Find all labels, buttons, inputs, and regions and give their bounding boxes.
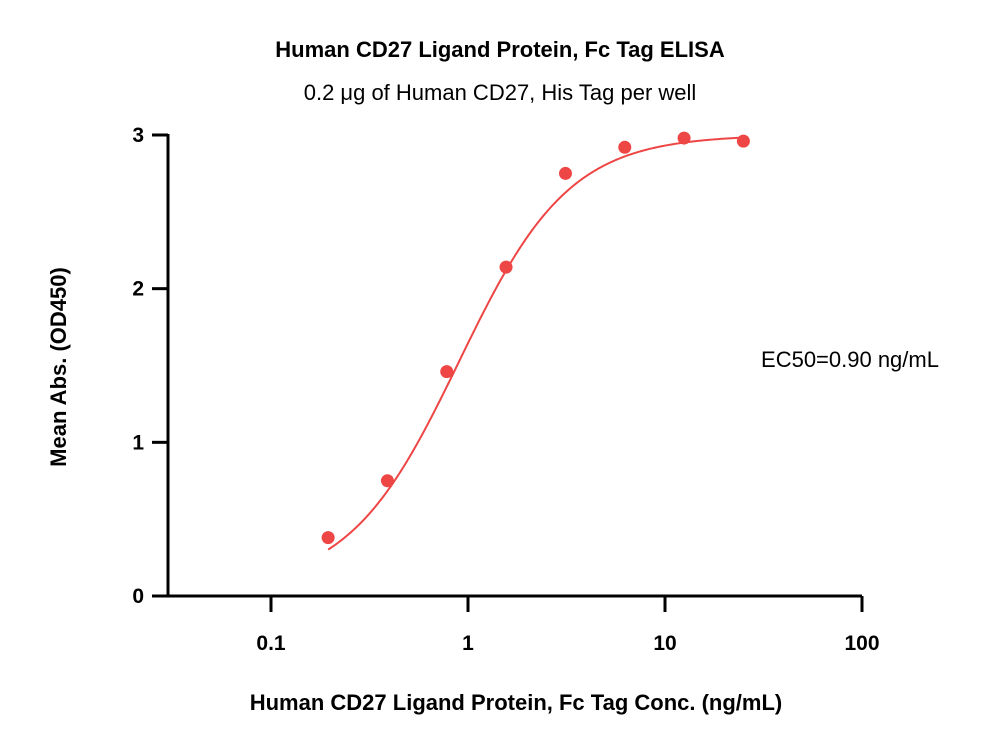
y-tick-label: 2 (132, 278, 144, 301)
data-point (380, 474, 394, 488)
x-axis-ticks: 0.1 1 10 100 (256, 596, 880, 655)
x-axis-label: Human CD27 Ligand Protein, Fc Tag Conc. … (250, 690, 783, 715)
chart-title: Human CD27 Ligand Protein, Fc Tag ELISA (275, 37, 725, 62)
x-tick-label: 100 (844, 632, 879, 655)
fit-curve (327, 136, 744, 551)
data-point (558, 166, 572, 180)
y-tick-label: 3 (132, 124, 144, 147)
data-point (736, 134, 750, 148)
data-point (321, 531, 335, 545)
y-tick-label: 0 (132, 585, 144, 608)
data-point (677, 131, 691, 145)
y-axis-label: Mean Abs. (OD450) (46, 267, 71, 467)
x-tick-label: 0.1 (256, 632, 286, 655)
y-axis-ticks: 0 1 2 3 (132, 124, 168, 608)
data-points (321, 131, 750, 545)
x-tick-label: 10 (653, 632, 676, 655)
x-tick-label: 1 (462, 632, 474, 655)
ec50-annotation: EC50=0.90 ng/mL (761, 347, 939, 372)
data-point (618, 140, 632, 154)
chart-subtitle: 0.2 μg of Human CD27, His Tag per well (304, 80, 697, 105)
data-point (499, 260, 513, 274)
data-point (440, 365, 454, 379)
y-tick-label: 1 (132, 431, 144, 454)
